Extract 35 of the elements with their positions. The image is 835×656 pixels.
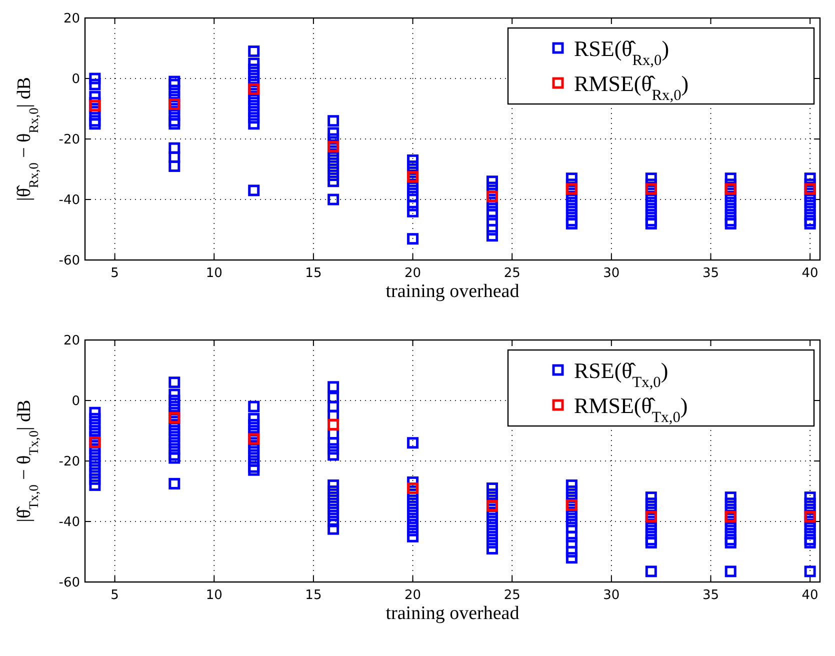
y-tick-label: 20: [63, 12, 80, 27]
legend-label: RSE(θ̂$_{Tx,0}$): [574, 358, 668, 390]
x-tick-label: 15: [305, 588, 322, 603]
point: [89, 100, 101, 112]
x-tick-label: 10: [206, 266, 222, 281]
point: [328, 418, 340, 430]
y-tick-label: -40: [58, 515, 80, 530]
x-tick-label: 40: [802, 266, 818, 281]
y-tick-label: -60: [58, 254, 80, 269]
y-tick-label: -20: [58, 132, 80, 148]
x-tick-label: 40: [802, 588, 818, 603]
legend-label: RMSE(θ̂$_{Rx,0}$): [574, 71, 689, 104]
point: [486, 190, 498, 202]
x-tick-label: 35: [702, 266, 720, 281]
x-tick-label: 5: [110, 588, 119, 603]
y-tick-label: -60: [58, 576, 80, 591]
x-tick-label: 20: [404, 266, 422, 281]
x-tick-label: 35: [702, 588, 720, 603]
y-tick-label: -20: [58, 454, 80, 470]
y-tick-label: 0: [72, 394, 80, 410]
x-tick-label: 25: [504, 588, 520, 603]
y-tick-label: 20: [63, 334, 80, 349]
x-tick-label: 25: [504, 266, 520, 281]
y-tick-label: 0: [72, 72, 80, 88]
x-tick-label: 5: [110, 266, 119, 281]
x-axis-title: training overhead: [386, 603, 520, 624]
x-tick-label: 10: [206, 588, 222, 603]
legend-label: RSE(θ̂$_{Rx,0}$): [574, 36, 670, 68]
x-tick-label: 20: [404, 588, 422, 603]
legend-label: RMSE(θ̂$_{Tx,0}$): [574, 393, 688, 426]
x-axis-title: training overhead: [386, 281, 520, 302]
x-tick-label: 30: [603, 588, 620, 603]
x-tick-label: 30: [603, 266, 620, 281]
x-tick-label: 15: [305, 266, 322, 281]
y-tick-label: -40: [58, 193, 80, 208]
